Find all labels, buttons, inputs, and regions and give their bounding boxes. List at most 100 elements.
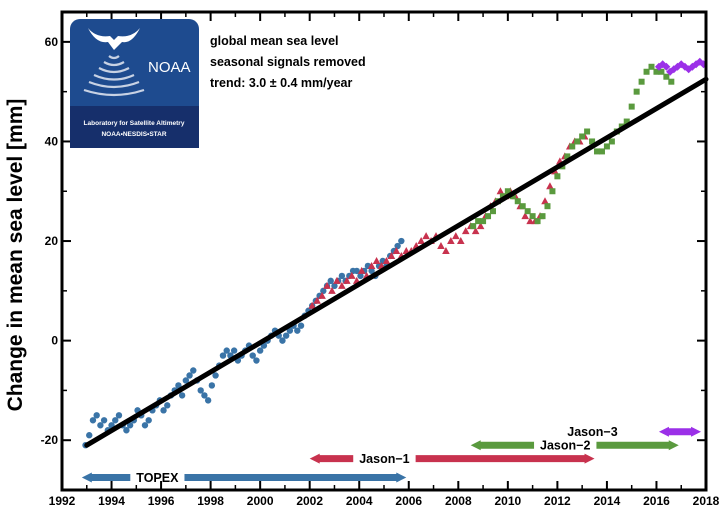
- y-tick-label: 60: [45, 35, 59, 49]
- topex-point: [123, 427, 130, 434]
- jason-3-coverage-bar: [658, 426, 702, 437]
- x-tick-label: 1998: [197, 494, 224, 508]
- jason-2-point: [489, 208, 496, 215]
- jason-1-point: [343, 276, 351, 284]
- jason-2-point: [658, 68, 665, 75]
- jason-1-label: Jason−1: [359, 452, 409, 466]
- jason-3-point: [662, 62, 671, 71]
- jason-1-point: [521, 212, 529, 220]
- topex-point: [204, 397, 212, 404]
- topex-point: [230, 347, 238, 354]
- topex-point: [338, 272, 346, 280]
- x-tick-label: 1992: [49, 494, 76, 508]
- topex-point: [100, 417, 108, 424]
- jason-1-point: [318, 291, 326, 299]
- topex-point: [286, 327, 294, 334]
- jason-1-point: [546, 182, 554, 190]
- jason-1-point: [417, 237, 425, 245]
- jason-2-point: [504, 188, 511, 195]
- topex-point: [115, 412, 123, 419]
- topex-point: [279, 337, 286, 344]
- jason-2-point: [633, 88, 640, 95]
- jason-2-point: [534, 218, 541, 225]
- jason-2-point: [668, 78, 675, 85]
- topex-point: [398, 237, 405, 245]
- jason-2-point: [598, 148, 605, 155]
- x-tick-label: 2006: [395, 494, 422, 508]
- topex-point: [186, 372, 193, 379]
- jason-1-label-background: [353, 450, 416, 467]
- topex-point: [112, 417, 119, 424]
- annotation-line-1: global mean sea level: [210, 34, 339, 48]
- jason-2-point: [574, 138, 581, 145]
- logo-bottom-band: [70, 106, 199, 148]
- jason-1-point: [333, 276, 341, 284]
- logo-noaa-text: NOAA: [148, 59, 191, 76]
- topex-point: [282, 332, 290, 339]
- jason-2-point: [623, 118, 630, 125]
- jason-2-point: [648, 63, 655, 70]
- y-tick-label: 40: [45, 134, 59, 148]
- bird-icon: [88, 28, 140, 50]
- jason-1-point: [328, 286, 336, 294]
- jason-1-point: [496, 187, 505, 195]
- jason-1-point: [471, 227, 480, 235]
- x-tick-label: 2012: [544, 494, 571, 508]
- jason-2-point: [569, 143, 576, 150]
- jason-1-point: [313, 296, 321, 304]
- jason-2-point: [653, 68, 660, 75]
- topex-point: [141, 422, 149, 429]
- jason-3-label-background: [561, 423, 624, 440]
- jason-2-point: [544, 203, 551, 210]
- topex-point: [368, 267, 375, 275]
- topex-point: [294, 327, 301, 334]
- topex-point: [219, 352, 227, 359]
- annotation-line-2: seasonal signals removed: [210, 55, 366, 69]
- jason-2-point: [564, 153, 571, 160]
- jason-2-point: [499, 193, 506, 200]
- y-axis-label: Change in mean sea level [mm]: [4, 99, 27, 412]
- topex-point: [197, 387, 204, 394]
- trend-line: [84, 76, 709, 448]
- jason-1-point: [447, 237, 455, 245]
- topex-label: TOPEX: [136, 471, 179, 485]
- jason-2-point: [519, 203, 526, 210]
- x-tick-label: 2018: [693, 494, 719, 508]
- topex-point: [175, 382, 182, 389]
- jason-1-point: [323, 281, 331, 289]
- jason-2-point: [539, 213, 546, 220]
- topex-point: [320, 287, 327, 295]
- x-tick-label: 1994: [98, 494, 125, 508]
- jason-1-point: [387, 251, 396, 259]
- topex-point: [97, 422, 104, 429]
- noaa-logo: NOAA Laboratory for Satellite Altimetry …: [70, 19, 199, 148]
- y-tick-label: 0: [51, 334, 58, 348]
- topex-point: [164, 402, 171, 409]
- x-tick-label: 2000: [247, 494, 274, 508]
- jason-1-point: [461, 227, 470, 235]
- topex-point: [126, 422, 134, 429]
- topex-point: [353, 267, 360, 275]
- topex-point: [223, 347, 230, 354]
- logo-lab-text: Laboratory for Satellite Altimetry: [84, 120, 185, 127]
- y-tick-label: 20: [45, 234, 59, 248]
- jason-2-point: [579, 133, 586, 140]
- topex-point: [327, 277, 334, 285]
- topex-point: [182, 377, 190, 384]
- topex-point: [249, 352, 256, 359]
- jason-1-point: [338, 281, 346, 289]
- x-tick-label: 2016: [643, 494, 670, 508]
- topex-point: [178, 392, 186, 399]
- logo-star-text: NOAA•NESDIS•STAR: [101, 131, 166, 138]
- topex-label-background: [130, 469, 185, 486]
- topex-point: [256, 347, 264, 354]
- x-tick-label: 2002: [296, 494, 323, 508]
- x-tick-label: 2010: [494, 494, 521, 508]
- jason-2-point: [485, 213, 492, 220]
- jason-1-point: [308, 301, 316, 309]
- x-tick-label: 2004: [346, 494, 373, 508]
- jason-2-label: Jason−2: [540, 439, 590, 453]
- jason-1-point: [357, 266, 366, 274]
- topex-point: [145, 417, 152, 424]
